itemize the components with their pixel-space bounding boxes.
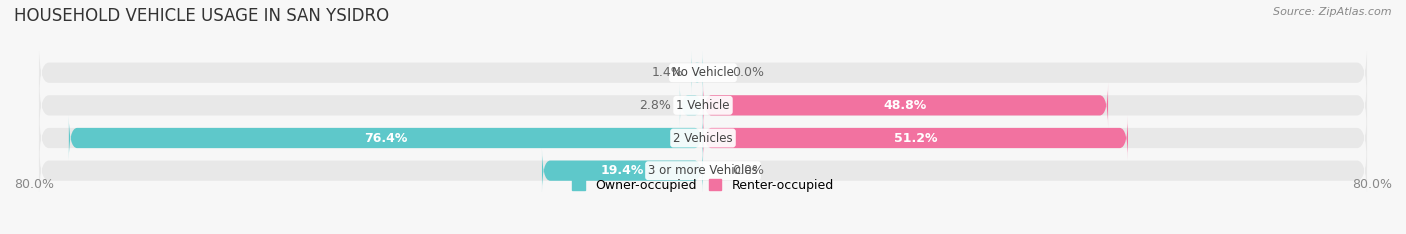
FancyBboxPatch shape [39,44,1367,102]
FancyBboxPatch shape [39,142,1367,200]
Text: 1 Vehicle: 1 Vehicle [676,99,730,112]
Text: Source: ZipAtlas.com: Source: ZipAtlas.com [1274,7,1392,17]
Text: 51.2%: 51.2% [894,132,938,145]
Text: 0.0%: 0.0% [733,66,763,79]
Text: 3 or more Vehicles: 3 or more Vehicles [648,164,758,177]
FancyBboxPatch shape [69,115,703,161]
FancyBboxPatch shape [39,76,1367,134]
Text: 48.8%: 48.8% [884,99,927,112]
Text: No Vehicle: No Vehicle [672,66,734,79]
FancyBboxPatch shape [692,50,703,95]
FancyBboxPatch shape [703,83,1108,128]
Text: 80.0%: 80.0% [1353,178,1392,191]
FancyBboxPatch shape [541,148,703,193]
Text: 80.0%: 80.0% [14,178,53,191]
Text: 19.4%: 19.4% [600,164,644,177]
Text: 2 Vehicles: 2 Vehicles [673,132,733,145]
FancyBboxPatch shape [679,83,703,128]
Text: HOUSEHOLD VEHICLE USAGE IN SAN YSIDRO: HOUSEHOLD VEHICLE USAGE IN SAN YSIDRO [14,7,389,25]
Text: 1.4%: 1.4% [651,66,683,79]
Text: 2.8%: 2.8% [640,99,672,112]
FancyBboxPatch shape [703,115,1128,161]
Text: 76.4%: 76.4% [364,132,408,145]
FancyBboxPatch shape [39,109,1367,167]
Legend: Owner-occupied, Renter-occupied: Owner-occupied, Renter-occupied [568,174,838,197]
Text: 0.0%: 0.0% [733,164,763,177]
